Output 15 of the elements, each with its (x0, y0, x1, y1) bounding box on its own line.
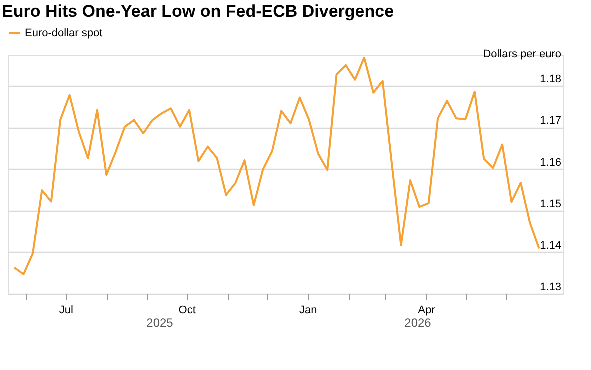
x-tick-label: Jan (299, 304, 318, 316)
legend-label: Euro-dollar spot (25, 28, 103, 40)
y-tick-label: 1.15 (540, 198, 562, 210)
y-tick-label: 1.16 (540, 156, 562, 169)
chart-title: Euro Hits One-Year Low on Fed-ECB Divergence (2, 2, 394, 21)
y-tick-label: 1.14 (540, 240, 562, 252)
x-tick-label: Oct (178, 304, 196, 316)
text: 2025 (146, 316, 174, 330)
x-tick-label: Apr (418, 304, 436, 316)
y-tick-label: 1.18 (540, 74, 562, 86)
y-tick-label: 1.13 (540, 282, 562, 294)
text: 2026 (404, 316, 432, 330)
y-tick-label: 1.17 (540, 115, 562, 128)
y-axis-title: Dollars per euro (483, 48, 562, 60)
x-tick-label: Jul (59, 304, 74, 316)
